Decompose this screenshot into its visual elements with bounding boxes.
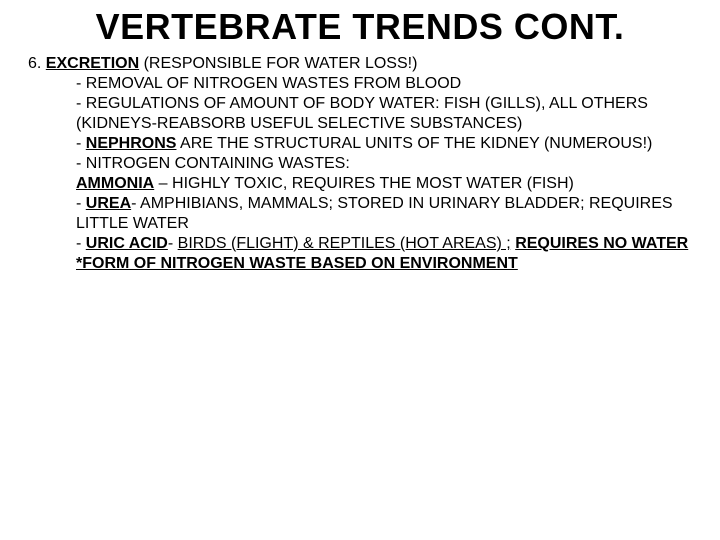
bullet-uric-strong: REQUIRES NO WATER — [515, 235, 688, 252]
bullet-uric-acid: - URIC ACID- BIRDS (FLIGHT) & REPTILES (… — [76, 234, 692, 254]
bullet-urea-pre: - — [76, 195, 86, 212]
bullet-urea: - UREA- AMPHIBIANS, MAMMALS; STORED IN U… — [76, 194, 692, 234]
bullet-nephrons: - NEPHRONS ARE THE STRUCTURAL UNITS OF T… — [76, 134, 692, 154]
slide: VERTEBRATE TRENDS CONT. 6. EXCRETION (RE… — [0, 0, 720, 540]
bullet-urea-key: UREA — [86, 195, 131, 212]
item-tail: (RESPONSIBLE FOR WATER LOSS!) — [139, 55, 417, 72]
bullet-nitrogen-wastes: - NITROGEN CONTAINING WASTES: — [76, 154, 692, 174]
bullet-ammonia-post: – HIGHLY TOXIC, REQUIRES THE MOST WATER … — [154, 175, 574, 192]
bullet-form-of-waste: *FORM OF NITROGEN WASTE BASED ON ENVIRON… — [76, 254, 692, 274]
bullet-ammonia-key: AMMONIA — [76, 175, 154, 192]
bullet-uric-link: BIRDS (FLIGHT) & REPTILES (HOT AREAS) ; — [178, 235, 511, 252]
bullet-regulations: - REGULATIONS OF AMOUNT OF BODY WATER: F… — [76, 94, 692, 134]
bullet-uric-pre: - — [76, 235, 86, 252]
item-number: 6. — [28, 55, 46, 72]
bullet-removal: - REMOVAL OF NITROGEN WASTES FROM BLOOD — [76, 74, 692, 94]
bullet-uric-mid: - — [168, 235, 178, 252]
item-heading: EXCRETION — [46, 55, 139, 72]
slide-title: VERTEBRATE TRENDS CONT. — [28, 8, 692, 46]
bullet-ammonia: AMMONIA – HIGHLY TOXIC, REQUIRES THE MOS… — [76, 174, 692, 194]
bullet-uric-key: URIC ACID — [86, 235, 168, 252]
bullet-list: - REMOVAL OF NITROGEN WASTES FROM BLOOD … — [76, 74, 692, 274]
item-heading-line: 6. EXCRETION (RESPONSIBLE FOR WATER LOSS… — [28, 54, 692, 74]
bullet-nephrons-post: ARE THE STRUCTURAL UNITS OF THE KIDNEY (… — [176, 135, 652, 152]
bullet-nephrons-pre: - — [76, 135, 86, 152]
bullet-nephrons-key: NEPHRONS — [86, 135, 177, 152]
bullet-urea-post: - AMPHIBIANS, MAMMALS; STORED IN URINARY… — [76, 195, 673, 232]
